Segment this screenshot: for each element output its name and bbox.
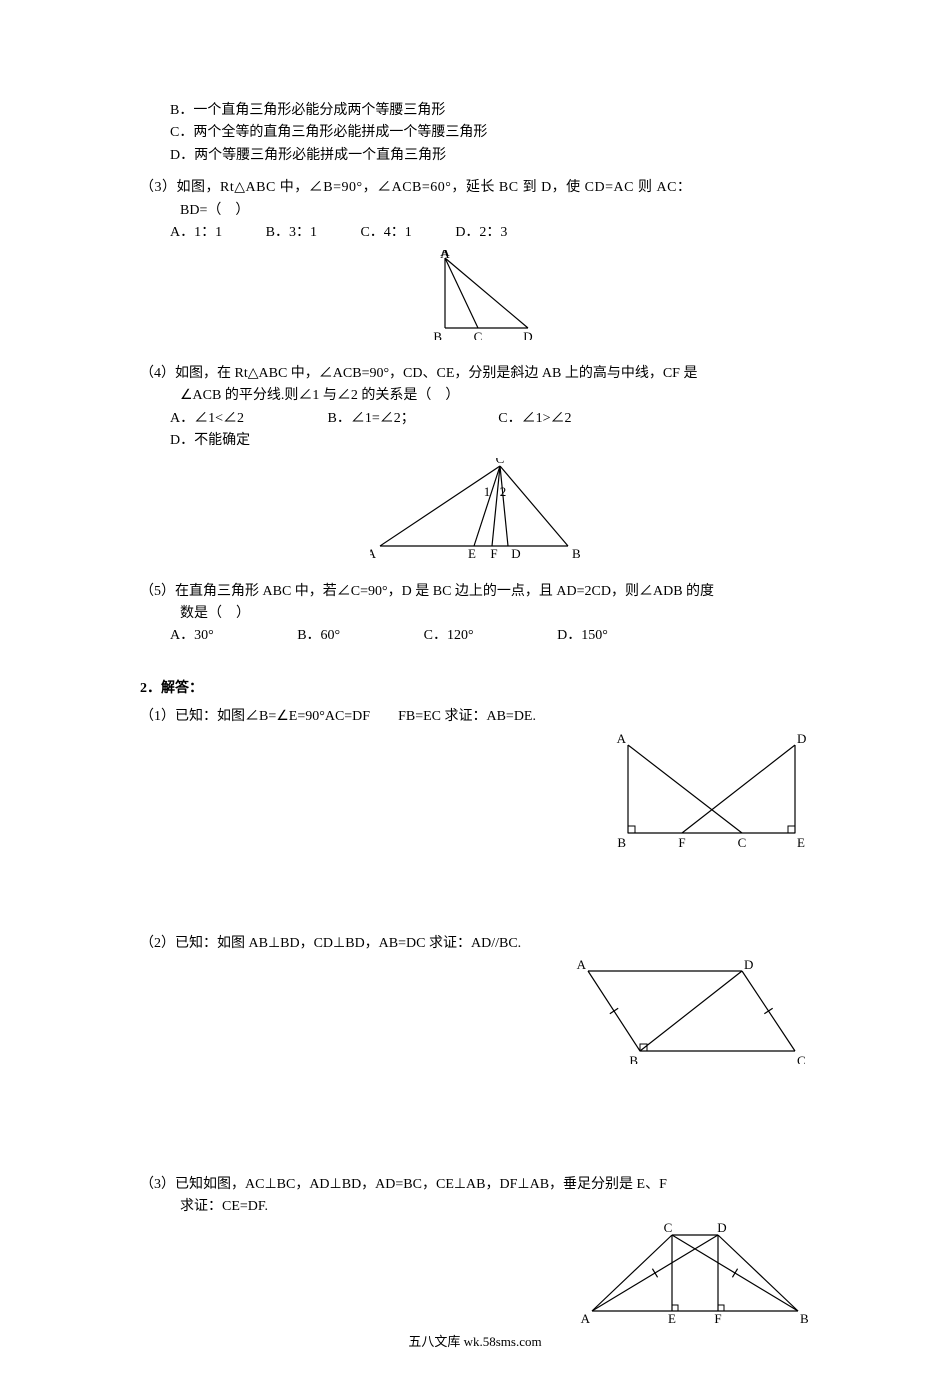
q4-optB: B．∠1=∠2； (328, 408, 415, 430)
q3-optB: B．3：1 (266, 222, 317, 244)
svg-text:C: C (664, 1223, 673, 1235)
svg-text:D: D (523, 329, 532, 340)
question-5: （5）在直角三角形 ABC 中，若∠C=90°，D 是 BC 边上的一点，且 A… (140, 581, 810, 648)
svg-text:F: F (490, 546, 497, 558)
q1-optC: C．两个全等的直角三角形必能拼成一个等腰三角形 (170, 122, 810, 144)
q4-options: A．∠1<∠2 B．∠1=∠2； C．∠1>∠2 D．不能确定 (140, 408, 810, 453)
q3-optD: D．2：3 (455, 222, 507, 244)
p1-diagram-wrap: A D B E F C (140, 733, 810, 853)
q4-diagram-wrap: A B C E F D 12 (140, 458, 810, 566)
q4-optA: A．∠1<∠2 (170, 408, 244, 430)
svg-text:A: A (617, 733, 627, 746)
q1-tail-options: B．一个直角三角形必能分成两个等腰三角形 C．两个全等的直角三角形必能拼成一个等… (140, 100, 810, 167)
q4-stem-line2: ∠ACB 的平分线.则∠1 与∠2 的关系是（ ） (140, 385, 810, 407)
svg-text:E: E (668, 1311, 676, 1323)
proof-2: （2）已知：如图 AB⊥BD，CD⊥BD，AB=DC 求证：AD//BC. A D… (140, 933, 810, 1064)
p3-diagram-wrap: A B C D E F (140, 1223, 810, 1323)
svg-text:D: D (511, 546, 520, 558)
q5-optD: D．150° (557, 625, 608, 647)
svg-text:B: B (800, 1311, 809, 1323)
section2-head: 2．解答： (140, 678, 810, 700)
footer-text: 五八文库 wk.58sms.com (0, 1332, 950, 1353)
q4-diagram: A B C E F D 12 (370, 458, 580, 558)
q3-diagram-wrap: AABCD (140, 250, 810, 348)
p2-stem: （2）已知：如图 AB⊥BD，CD⊥BD，AB=DC 求证：AD//BC. (140, 933, 810, 955)
svg-text:A: A (440, 250, 450, 259)
p1-stem: （1）已知：如图∠B=∠E=90°AC=DF FB=EC 求证：AB=DE. (140, 706, 810, 728)
svg-text:D: D (797, 733, 806, 746)
q4-optD: D．不能确定 (170, 430, 250, 452)
q3-options: A．1：1 B．3：1 C．4：1 D．2：3 (140, 222, 810, 244)
svg-text:B: B (572, 546, 580, 558)
svg-text:F: F (714, 1311, 721, 1323)
q5-stem-line2: 数是（ ） (140, 603, 810, 625)
p2-diagram: A D B C (570, 959, 810, 1064)
page: B．一个直角三角形必能分成两个等腰三角形 C．两个全等的直角三角形必能拼成一个等… (0, 0, 950, 1393)
p2-diagram-wrap: A D B C (140, 959, 810, 1064)
q4-stem-line1: （4）如图，在 Rt△ABC 中，∠ACB=90°，CD、CE，分别是斜边 AB… (140, 363, 810, 385)
q1-optD: D．两个等腰三角形必能拼成一个直角三角形 (170, 145, 810, 167)
svg-text:2: 2 (500, 484, 507, 499)
svg-text:B: B (617, 835, 626, 850)
q3-stem-line2: BD=（ ） (140, 200, 810, 222)
question-3: （3）如图，Rt△ABC 中，∠B=90°，∠ACB=60°，延长 BC 到 D… (140, 177, 810, 349)
q4-optC: C．∠1>∠2 (498, 408, 571, 430)
svg-text:C: C (496, 458, 505, 466)
svg-text:E: E (468, 546, 476, 558)
svg-text:B: B (433, 329, 442, 340)
q5-options: A．30° B．60° C．120° D．150° (140, 625, 810, 647)
q5-optA: A．30° (170, 625, 214, 647)
q1-optB: B．一个直角三角形必能分成两个等腰三角形 (170, 100, 810, 122)
svg-text:C: C (738, 835, 747, 850)
svg-text:1: 1 (484, 484, 491, 499)
q3-optA: A．1：1 (170, 222, 222, 244)
svg-text:C: C (797, 1053, 806, 1064)
proof-1: （1）已知：如图∠B=∠E=90°AC=DF FB=EC 求证：AB=DE. A… (140, 706, 810, 852)
p3-diagram: A B C D E F (580, 1223, 810, 1323)
q3-stem-line1: （3）如图，Rt△ABC 中，∠B=90°，∠ACB=60°，延长 BC 到 D… (140, 177, 810, 199)
svg-text:F: F (678, 835, 685, 850)
q3-diagram: AABCD (400, 250, 550, 340)
svg-text:E: E (797, 835, 805, 850)
svg-text:D: D (744, 959, 753, 972)
q5-stem-line1: （5）在直角三角形 ABC 中，若∠C=90°，D 是 BC 边上的一点，且 A… (140, 581, 810, 603)
p3-stem-l2: 求证：CE=DF. (140, 1196, 810, 1218)
q5-optB: B．60° (297, 625, 340, 647)
question-4: （4）如图，在 Rt△ABC 中，∠ACB=90°，CD、CE，分别是斜边 AB… (140, 363, 810, 567)
p1-diagram: A D B E F C (610, 733, 810, 853)
svg-text:A: A (577, 959, 587, 972)
proof-3: （3）已知如图，AC⊥BC，AD⊥BD，AD=BC，CE⊥AB，DF⊥AB，垂足… (140, 1174, 810, 1323)
q3-optC: C．4：1 (360, 222, 411, 244)
spacer-1 (140, 863, 810, 933)
spacer-2 (140, 1074, 810, 1174)
svg-text:B: B (629, 1053, 638, 1064)
svg-text:A: A (370, 546, 377, 558)
svg-text:C: C (474, 329, 483, 340)
q5-optC: C．120° (424, 625, 474, 647)
svg-text:D: D (717, 1223, 726, 1235)
p3-stem-l1: （3）已知如图，AC⊥BC，AD⊥BD，AD=BC，CE⊥AB，DF⊥AB，垂足… (140, 1174, 810, 1196)
svg-text:A: A (581, 1311, 591, 1323)
